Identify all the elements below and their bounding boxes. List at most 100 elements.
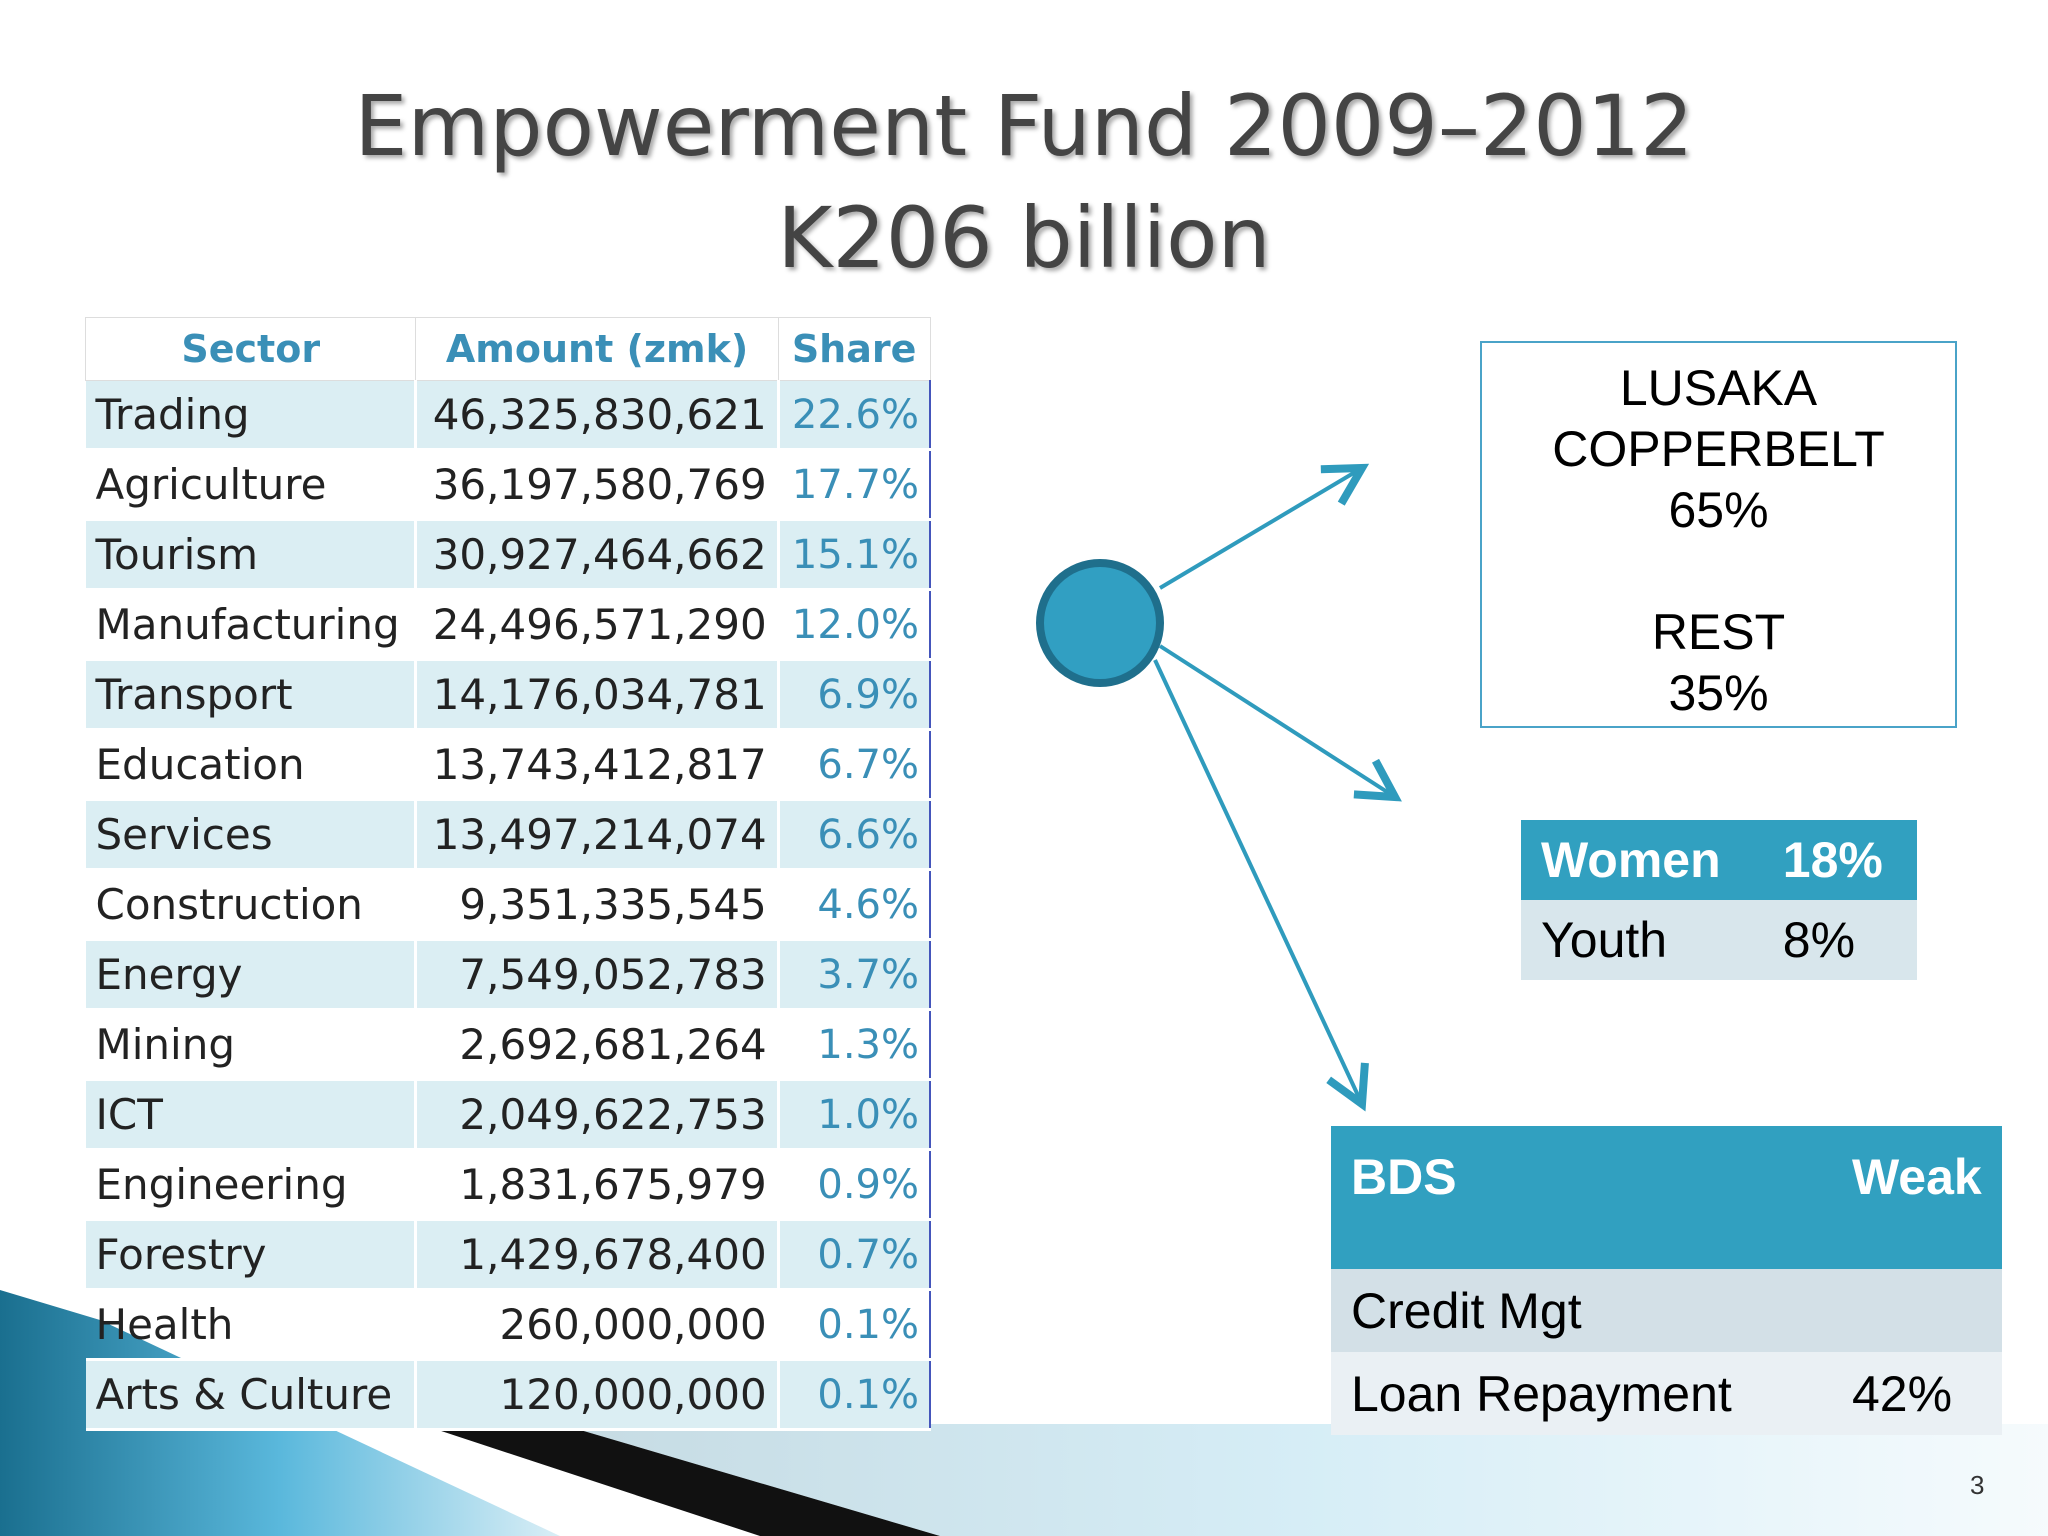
row: Arts & Culture 120,000,000 0.1% xyxy=(85,1359,931,1431)
cell: 24,496,571,290 xyxy=(415,589,780,661)
empty-cell xyxy=(1832,1269,2002,1352)
column-header: Amount (zmk) xyxy=(415,317,779,381)
column-header: Weak xyxy=(1832,1126,2002,1269)
arrow xyxy=(1158,644,1395,797)
region-line: 35% xyxy=(1668,665,1769,721)
cell: 3.7% xyxy=(778,939,931,1011)
title: Empowerment Fund 2009–2012 K206 billion xyxy=(0,70,2048,294)
row: Manufacturing 24,496,571,290 12.0% xyxy=(85,589,931,661)
row: Trading 46,325,830,621 22.6% xyxy=(85,380,931,451)
cell: Transport xyxy=(85,659,418,731)
header-row: BDS Weak xyxy=(1331,1126,2002,1269)
cell: Tourism xyxy=(85,519,418,591)
cell: Forestry xyxy=(85,1219,418,1291)
row: Energy 7,549,052,783 3.7% xyxy=(85,939,931,1011)
row: Tourism 30,927,464,662 15.1% xyxy=(85,519,931,591)
column-header: BDS xyxy=(1331,1126,1832,1269)
arrow xyxy=(1158,468,1362,590)
region-line: REST xyxy=(1651,604,1786,660)
row: Credit Mgt xyxy=(1331,1269,2002,1352)
row: Loan Repayment 42% xyxy=(1331,1352,2002,1435)
cell: 1.3% xyxy=(778,1009,931,1081)
hub-circle xyxy=(1036,559,1164,687)
cell: 6.9% xyxy=(778,659,931,731)
cell: 4.6% xyxy=(778,869,931,941)
cell: 6.7% xyxy=(778,729,931,801)
cell: 13,497,214,074 xyxy=(415,799,780,871)
region-group: LUSAKA COPPERBELT 65% xyxy=(1482,358,1955,541)
cell: 0.1% xyxy=(778,1289,931,1361)
cell: Services xyxy=(85,799,418,871)
cell: 42% xyxy=(1852,1365,1953,1422)
cell: Manufacturing xyxy=(85,589,418,661)
region-box: LUSAKA COPPERBELT 65% REST 35% xyxy=(1480,341,1957,728)
arrow xyxy=(1153,659,1362,1104)
cell: 36,197,580,769 xyxy=(415,449,780,521)
cell: 8% xyxy=(1762,900,1917,980)
cell: 15.1% xyxy=(778,519,931,591)
cell: ICT xyxy=(85,1079,418,1151)
cell: 0.9% xyxy=(778,1149,931,1221)
row: Services 13,497,214,074 6.6% xyxy=(85,799,931,871)
row: Education 13,743,412,817 6.7% xyxy=(85,729,931,801)
cell: 1.0% xyxy=(778,1079,931,1151)
cell: Health xyxy=(85,1289,418,1361)
demographic-table: Women 18% Youth 8% xyxy=(1521,820,1917,980)
column-header: Share xyxy=(777,317,931,381)
row: Youth 8% xyxy=(1521,900,1917,980)
row: Forestry 1,429,678,400 0.7% xyxy=(85,1219,931,1291)
row: Mining 2,692,681,264 1.3% xyxy=(85,1009,931,1081)
cell: 13,743,412,817 xyxy=(415,729,780,801)
cell: 2,049,622,753 xyxy=(415,1079,780,1151)
cell: 1,831,675,979 xyxy=(415,1149,780,1221)
sector-table: Sector Amount (zmk) Share Trading 46,325,830… xyxy=(84,317,931,1431)
title-line: K206 billion xyxy=(777,189,1271,287)
cell: Engineering xyxy=(85,1149,418,1221)
region-group: REST 35% xyxy=(1482,602,1955,724)
row: Engineering 1,831,675,979 0.9% xyxy=(85,1149,931,1221)
cell: Agriculture xyxy=(85,449,418,521)
cell: 7,549,052,783 xyxy=(415,939,780,1011)
cell: Youth xyxy=(1521,900,1763,980)
page-number: 3 xyxy=(1970,1470,1985,1500)
row: ICT 2,049,622,753 1.0% xyxy=(85,1079,931,1151)
cell: 18% xyxy=(1762,820,1917,900)
cell: Education xyxy=(85,729,418,801)
cell: Mining xyxy=(85,1009,418,1081)
cell: Arts & Culture xyxy=(85,1359,418,1431)
cell: Loan Repayment xyxy=(1351,1365,1732,1422)
region-line: 65% xyxy=(1668,482,1769,538)
title-line: Empowerment Fund 2009–2012 xyxy=(354,77,1694,175)
cell: 0.7% xyxy=(778,1219,931,1291)
cell: Women xyxy=(1521,820,1763,900)
cell: 12.0% xyxy=(778,589,931,661)
region-line: LUSAKA xyxy=(1619,360,1818,416)
cell: 30,927,464,662 xyxy=(415,519,780,591)
row: Construction 9,351,335,545 4.6% xyxy=(85,869,931,941)
cell: Energy xyxy=(85,939,418,1011)
cell: 0.1% xyxy=(778,1359,931,1431)
row: Agriculture 36,197,580,769 17.7% xyxy=(85,449,931,521)
header-row: Sector Amount (zmk) Share xyxy=(84,317,931,381)
swoosh-light xyxy=(560,1424,2048,1536)
cell: 9,351,335,545 xyxy=(415,869,780,941)
cell: 22.6% xyxy=(778,380,931,451)
region-line: COPPERBELT xyxy=(1552,421,1885,477)
row: Transport 14,176,034,781 6.9% xyxy=(85,659,931,731)
cell: 17.7% xyxy=(778,449,931,521)
bds-table: BDS Weak Credit Mgt Loan Repayment 42% xyxy=(1331,1126,2002,1435)
row: Health 260,000,000 0.1% xyxy=(85,1289,931,1361)
cell: Trading xyxy=(85,380,418,451)
cell: 14,176,034,781 xyxy=(415,659,780,731)
cell: 120,000,000 xyxy=(415,1359,780,1431)
cell: 6.6% xyxy=(778,799,931,871)
column-header: Sector xyxy=(84,317,417,381)
cell: 260,000,000 xyxy=(415,1289,780,1361)
cell: Construction xyxy=(85,869,418,941)
row: Women 18% xyxy=(1521,820,1917,900)
stripe xyxy=(420,1424,940,1536)
cell: Credit Mgt xyxy=(1351,1282,1582,1339)
cell: 1,429,678,400 xyxy=(415,1219,780,1291)
cell: 46,325,830,621 xyxy=(415,380,780,451)
